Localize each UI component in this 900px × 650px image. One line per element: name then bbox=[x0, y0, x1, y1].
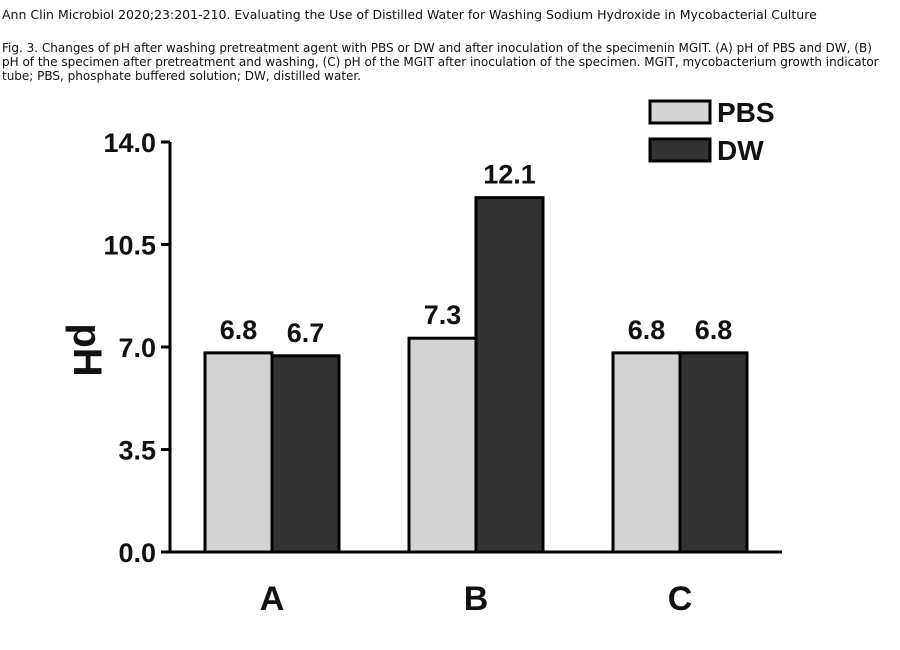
bar-dw-c bbox=[678, 351, 749, 554]
data-label: 6.8 bbox=[628, 315, 666, 345]
citation-line: Ann Clin Microbiol 2020;23:201-210. Eval… bbox=[2, 7, 817, 22]
y-tick-label: 3.5 bbox=[118, 436, 156, 466]
chart-axes: 0.0 3.5 7.0 10.5 14.0 pH bbox=[65, 128, 782, 568]
data-label: 7.3 bbox=[424, 300, 462, 330]
bar-pbs-b bbox=[407, 336, 478, 554]
legend-label-dw: DW bbox=[717, 135, 764, 166]
y-tick-label: 0.0 bbox=[118, 538, 156, 568]
x-tick-label: A bbox=[260, 580, 285, 618]
y-tick-label: 14.0 bbox=[103, 128, 156, 158]
chart-legend: PBS DW bbox=[648, 97, 775, 166]
bar-dw-b bbox=[474, 196, 545, 554]
data-label: 6.7 bbox=[287, 318, 325, 348]
data-label: 6.8 bbox=[695, 315, 733, 345]
figure-caption: Fig. 3. Changes of pH after washing pret… bbox=[2, 41, 879, 83]
y-tick-label: 7.0 bbox=[118, 333, 156, 363]
legend-swatch-dw bbox=[648, 137, 712, 163]
data-label: 6.8 bbox=[220, 315, 258, 345]
x-tick-label: C bbox=[668, 580, 693, 618]
bar-dw-a bbox=[270, 354, 341, 554]
data-label: 12.1 bbox=[483, 160, 536, 190]
chart-labels: 6.8 6.7 A 7.3 12.1 B 6.8 6.8 C bbox=[220, 160, 733, 618]
y-axis-label: pH bbox=[65, 323, 109, 376]
x-tick-label: B bbox=[464, 580, 489, 618]
bar-pbs-a bbox=[203, 351, 274, 554]
chart-bars bbox=[203, 196, 749, 554]
legend-label-pbs: PBS bbox=[717, 97, 775, 128]
y-tick-label: 10.5 bbox=[103, 231, 156, 261]
legend-swatch-pbs bbox=[648, 99, 712, 125]
bar-pbs-c bbox=[611, 351, 682, 554]
